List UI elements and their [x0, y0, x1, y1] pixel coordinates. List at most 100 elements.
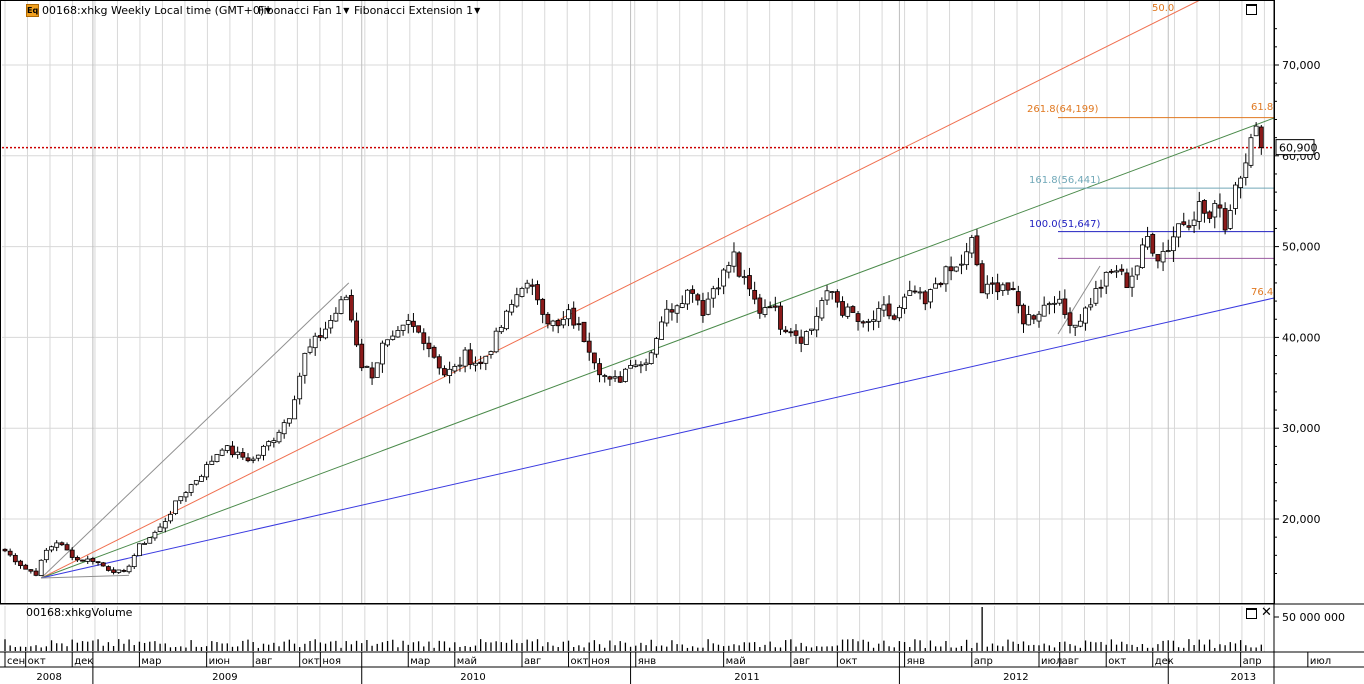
- candle-up[interactable]: [705, 298, 711, 315]
- candle-down[interactable]: [111, 569, 116, 573]
- candle-down[interactable]: [850, 306, 856, 313]
- candle-down[interactable]: [2, 548, 8, 552]
- candle-up[interactable]: [902, 296, 907, 310]
- candle-down[interactable]: [757, 297, 763, 314]
- candle-up[interactable]: [204, 464, 210, 478]
- candle-down[interactable]: [597, 363, 602, 376]
- candle-up[interactable]: [473, 362, 478, 366]
- candle-up[interactable]: [1129, 275, 1135, 288]
- candle-down[interactable]: [855, 313, 861, 322]
- candle-up[interactable]: [1083, 307, 1088, 324]
- candle-up[interactable]: [659, 321, 664, 340]
- candle-up[interactable]: [209, 460, 215, 465]
- candle-down[interactable]: [690, 289, 696, 294]
- candle-down[interactable]: [18, 560, 23, 567]
- candle-up[interactable]: [493, 330, 499, 353]
- candle-down[interactable]: [995, 282, 1001, 293]
- candle-up[interactable]: [188, 484, 194, 493]
- candle-down[interactable]: [426, 342, 432, 350]
- candle-down[interactable]: [100, 562, 106, 567]
- candle-up[interactable]: [266, 441, 272, 447]
- candle-up[interactable]: [1191, 219, 1197, 226]
- candle-up[interactable]: [602, 375, 608, 377]
- candle-up[interactable]: [845, 306, 851, 317]
- candle-down[interactable]: [106, 566, 111, 571]
- candle-down[interactable]: [1015, 291, 1021, 307]
- candle-down[interactable]: [1031, 315, 1037, 320]
- candle-up[interactable]: [674, 305, 680, 314]
- candle-down[interactable]: [478, 361, 484, 365]
- candle-up[interactable]: [338, 299, 344, 314]
- candle-down[interactable]: [95, 561, 101, 564]
- candle-down[interactable]: [467, 349, 473, 365]
- candle-up[interactable]: [1000, 284, 1006, 291]
- candle-up[interactable]: [1233, 184, 1238, 209]
- candle-down[interactable]: [317, 335, 323, 338]
- candle-up[interactable]: [1072, 324, 1078, 328]
- candle-down[interactable]: [840, 301, 845, 316]
- candle-up[interactable]: [395, 330, 401, 338]
- candle-up[interactable]: [710, 288, 716, 299]
- candle-up[interactable]: [871, 319, 876, 322]
- candle-up[interactable]: [1238, 177, 1244, 188]
- candle-up[interactable]: [741, 276, 747, 279]
- candle-down[interactable]: [990, 282, 995, 285]
- candle-down[interactable]: [369, 367, 375, 379]
- candle-up[interactable]: [953, 266, 959, 272]
- candle-up[interactable]: [1041, 304, 1047, 317]
- candle-down[interactable]: [80, 559, 85, 562]
- candle-up[interactable]: [633, 364, 639, 367]
- candle-down[interactable]: [121, 570, 127, 572]
- candle-up[interactable]: [1227, 210, 1233, 229]
- candle-up[interactable]: [400, 324, 406, 331]
- candle-up[interactable]: [374, 362, 380, 378]
- candle-up[interactable]: [224, 445, 230, 451]
- candle-up[interactable]: [297, 375, 303, 400]
- candle-down[interactable]: [912, 290, 918, 293]
- candle-up[interactable]: [524, 282, 530, 289]
- candle-up[interactable]: [457, 364, 463, 367]
- candle-down[interactable]: [411, 320, 416, 327]
- candle-up[interactable]: [452, 366, 458, 372]
- maximize-price-panel-icon[interactable]: [1246, 4, 1257, 15]
- candle-up[interactable]: [385, 339, 390, 346]
- candle-up[interactable]: [933, 283, 938, 289]
- candle-up[interactable]: [803, 331, 809, 345]
- candle-up[interactable]: [1196, 201, 1202, 222]
- candle-up[interactable]: [276, 431, 282, 443]
- candle-down[interactable]: [436, 356, 442, 369]
- candle-down[interactable]: [767, 306, 773, 309]
- candle-down[interactable]: [354, 320, 359, 346]
- candle-up[interactable]: [897, 306, 902, 319]
- candle-up[interactable]: [648, 352, 654, 364]
- candle-up[interactable]: [483, 355, 489, 364]
- candle-up[interactable]: [643, 362, 649, 365]
- candle-down[interactable]: [591, 352, 597, 364]
- candle-down[interactable]: [7, 550, 13, 556]
- candle-up[interactable]: [364, 365, 370, 368]
- candle-up[interactable]: [1057, 298, 1063, 304]
- candle-down[interactable]: [581, 321, 587, 343]
- candle-down[interactable]: [1202, 200, 1207, 214]
- candle-up[interactable]: [1176, 223, 1181, 238]
- candle-down[interactable]: [1108, 270, 1114, 273]
- candle-up[interactable]: [1103, 271, 1109, 287]
- candle-down[interactable]: [891, 315, 897, 320]
- candle-down[interactable]: [834, 291, 840, 303]
- candle-down[interactable]: [421, 332, 427, 344]
- candle-down[interactable]: [695, 294, 701, 301]
- candle-down[interactable]: [772, 305, 778, 308]
- candle-up[interactable]: [519, 288, 525, 297]
- candle-up[interactable]: [168, 513, 173, 522]
- candle-down[interactable]: [535, 284, 540, 301]
- candle-down[interactable]: [540, 298, 546, 315]
- candle-down[interactable]: [69, 549, 75, 558]
- candle-up[interactable]: [488, 351, 494, 355]
- candle-up[interactable]: [654, 338, 659, 355]
- candle-down[interactable]: [571, 307, 577, 326]
- candle-down[interactable]: [736, 252, 742, 277]
- candle-down[interactable]: [586, 340, 592, 353]
- candle-down[interactable]: [922, 291, 928, 305]
- candle-up[interactable]: [292, 399, 297, 420]
